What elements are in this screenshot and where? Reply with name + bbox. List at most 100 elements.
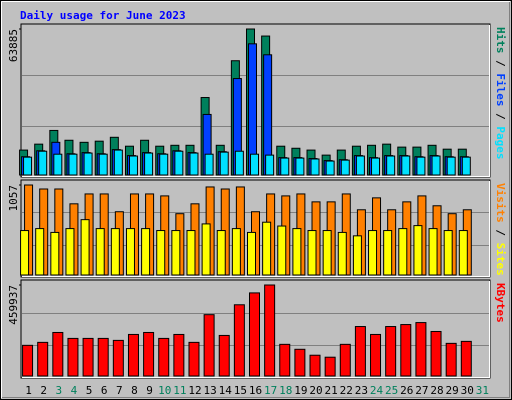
bar [413, 225, 423, 276]
x-tick-label: 7 [116, 384, 123, 397]
x-tick-label: 26 [400, 384, 413, 397]
legend-entry: KBytes [494, 283, 507, 323]
x-tick-label: 17 [264, 384, 277, 397]
bar [415, 322, 427, 377]
bar [295, 157, 305, 176]
bar [280, 157, 290, 176]
x-tick-label: 9 [146, 384, 153, 397]
bar [37, 341, 49, 377]
legend-separator: / [494, 223, 507, 243]
bar [218, 334, 230, 377]
x-tick-label: 22 [340, 384, 353, 397]
bar [277, 225, 287, 276]
legend: Visits / Sites [494, 183, 507, 276]
x-tick-label: 13 [203, 384, 216, 397]
bar [97, 337, 109, 377]
bar [143, 331, 155, 377]
x-tick-label: 21 [325, 384, 338, 397]
x-tick-label: 25 [385, 384, 398, 397]
bar [201, 223, 211, 276]
bar [445, 342, 457, 377]
bar [233, 304, 245, 377]
x-tick-label: 28 [430, 384, 443, 397]
bar [156, 230, 166, 276]
bar [141, 228, 151, 276]
bar [264, 284, 276, 377]
bar [95, 228, 105, 276]
bar [401, 155, 411, 176]
bar [128, 155, 138, 176]
legend: Hits / Files / Pages [494, 27, 507, 160]
bar [231, 228, 241, 276]
bar [461, 156, 471, 176]
bar [430, 330, 442, 377]
x-tick-label: 31 [476, 384, 489, 397]
x-tick-label: 20 [309, 384, 322, 397]
bar [371, 157, 381, 176]
legend: KBytes [494, 283, 507, 323]
bar [355, 155, 365, 176]
legend-entry: Files [494, 73, 507, 106]
bar [203, 314, 215, 377]
bar [383, 230, 393, 276]
bar [416, 156, 426, 176]
bar [324, 356, 336, 377]
bar [216, 230, 226, 276]
bar [188, 341, 200, 377]
bar [443, 230, 453, 276]
bar [446, 156, 456, 176]
bar [279, 343, 291, 377]
bar [53, 153, 63, 176]
bar [322, 230, 332, 276]
bar [234, 150, 244, 176]
bar [98, 153, 108, 176]
bar [370, 333, 382, 377]
legend-separator: / [494, 54, 507, 74]
bar [262, 221, 272, 276]
bar [68, 153, 78, 176]
bar [127, 333, 139, 377]
bar [65, 228, 75, 276]
legend-entry: Sites [494, 243, 507, 276]
bar [337, 231, 347, 276]
bar [35, 228, 45, 276]
bar [38, 150, 48, 176]
legend-entry: Visits [494, 183, 507, 223]
x-tick-label: 16 [249, 384, 262, 397]
bar [20, 230, 30, 276]
bar [158, 337, 170, 377]
x-tick-label: 30 [461, 384, 474, 397]
bar [386, 155, 396, 176]
bar [125, 228, 135, 276]
x-tick-label: 14 [219, 384, 233, 397]
bar [110, 228, 120, 276]
bar [340, 159, 350, 176]
bar [307, 230, 317, 276]
bar [159, 153, 169, 176]
bar [431, 155, 441, 176]
y-tick-label: 1057 [7, 185, 20, 212]
bar [144, 152, 154, 176]
chart-title: Daily usage for June 2023 [20, 9, 186, 22]
bar [80, 219, 90, 276]
bar [23, 156, 33, 176]
bar [173, 333, 185, 377]
y-tick-label: 63885 [7, 29, 20, 62]
bar [83, 152, 93, 176]
bar [400, 324, 412, 377]
bar [352, 235, 362, 276]
bar [171, 230, 181, 276]
bar [265, 154, 275, 176]
bar [112, 339, 124, 377]
bar [325, 160, 335, 176]
bar [368, 230, 378, 276]
x-tick-label: 8 [131, 384, 138, 397]
bar [294, 348, 306, 377]
x-tick-label: 18 [279, 384, 292, 397]
x-tick-label: 5 [86, 384, 93, 397]
bar [354, 326, 366, 377]
x-tick-label: 27 [415, 384, 428, 397]
bar [189, 152, 199, 176]
x-tick-label: 23 [355, 384, 368, 397]
